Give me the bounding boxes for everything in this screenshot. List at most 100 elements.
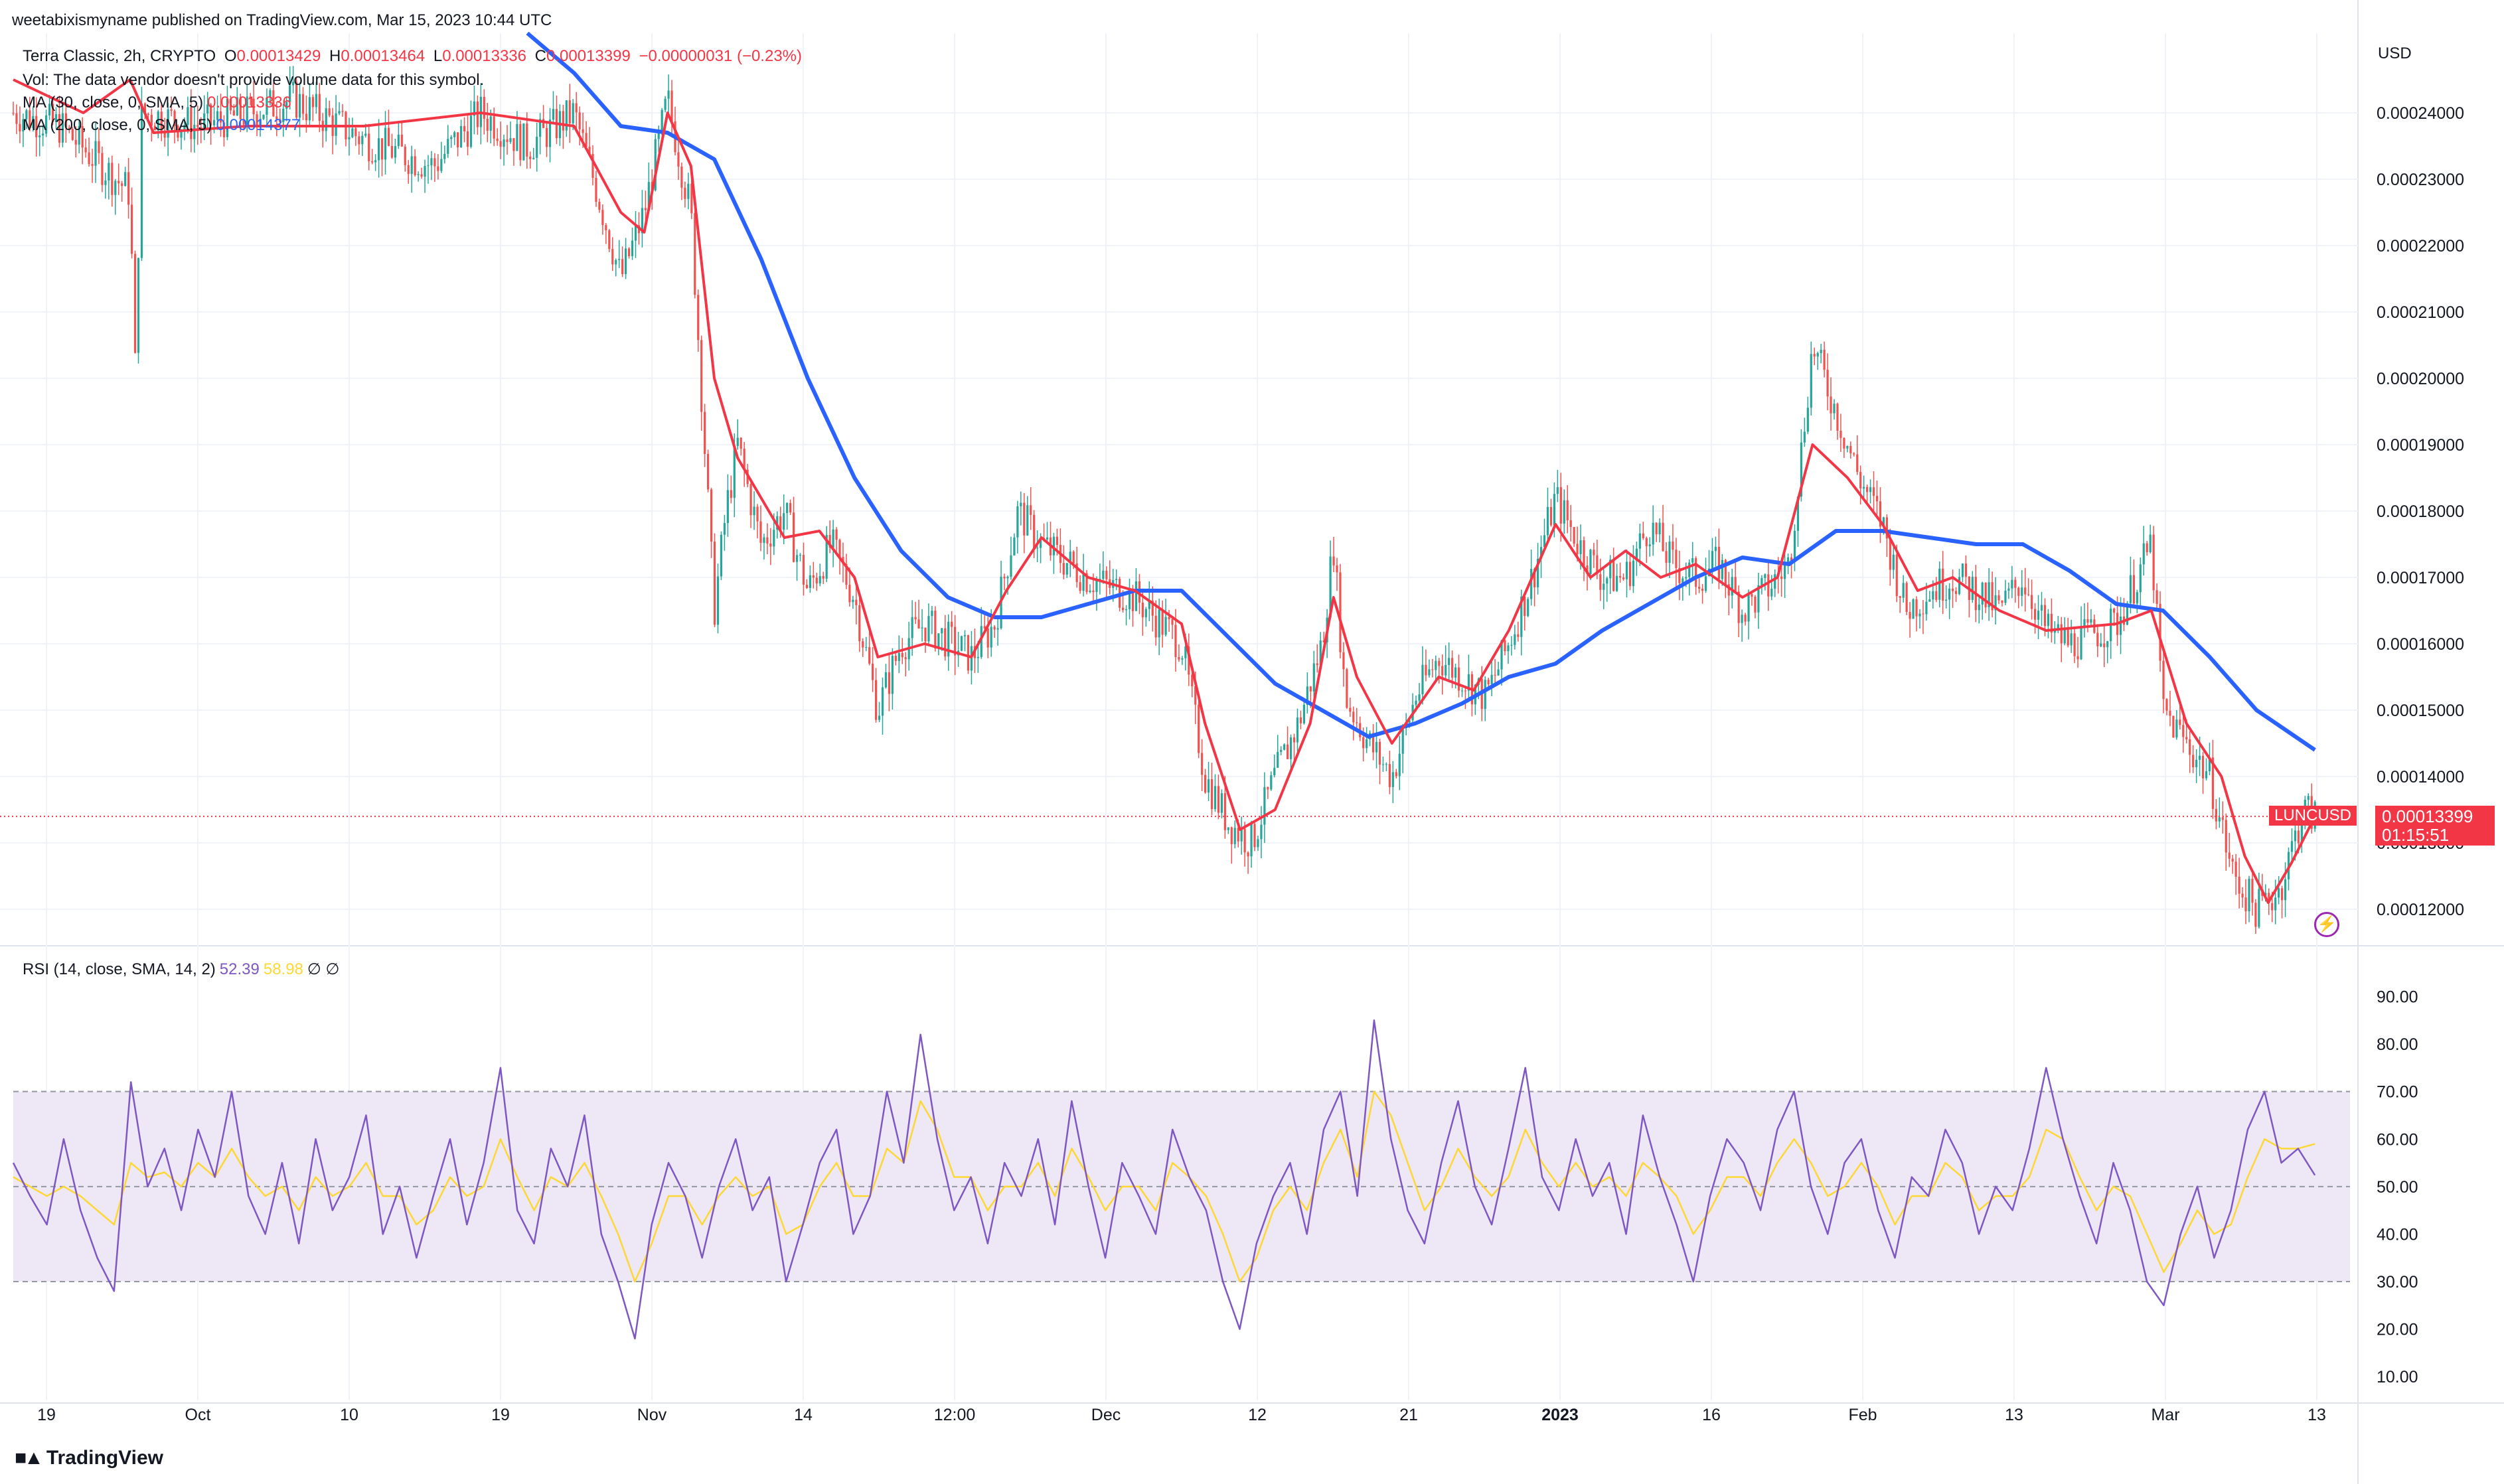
candle-body	[1144, 609, 1147, 618]
candle-body	[1846, 445, 1849, 449]
candle-body	[865, 647, 868, 648]
candle-body	[180, 129, 183, 138]
candle-body	[98, 141, 100, 153]
candle-body	[1441, 666, 1444, 676]
candle-body	[921, 627, 923, 629]
candle-body	[828, 534, 831, 548]
candle-body	[236, 97, 238, 115]
candle-body	[1016, 506, 1019, 538]
candle-body	[1178, 657, 1180, 660]
candle-body	[1586, 565, 1589, 575]
candle-body	[453, 132, 456, 137]
candle-body	[2251, 879, 2254, 903]
candle-body	[1075, 563, 1078, 583]
candle-body	[690, 183, 693, 214]
candle-body	[335, 113, 337, 136]
candle-body	[963, 634, 967, 636]
candle-body	[1092, 590, 1095, 593]
candle-body	[2162, 660, 2165, 700]
candle-body	[1628, 561, 1632, 587]
candle-body	[1346, 669, 1348, 708]
candle-body	[1869, 487, 1872, 492]
candle-body	[657, 131, 660, 139]
candle-body	[684, 187, 686, 199]
rsi-pane	[12, 1019, 2350, 1340]
candle-body	[1336, 565, 1338, 573]
candle-body	[680, 167, 683, 188]
tradingview-logo[interactable]: ■▲ TradingView	[15, 1447, 163, 1469]
candle-body	[2086, 619, 2089, 623]
candle-body	[1490, 674, 1493, 685]
symbol-title[interactable]: Terra Classic, 2h, CRYPTO	[23, 47, 216, 65]
candle-body	[1223, 793, 1226, 830]
candle-body	[2198, 755, 2201, 760]
candle-body	[51, 104, 54, 123]
candle-body	[440, 159, 443, 171]
candle-body	[219, 111, 222, 123]
candle-body	[631, 240, 634, 256]
candle-body	[212, 119, 216, 126]
candle-body	[1675, 550, 1678, 568]
candle-body	[1349, 707, 1352, 712]
candle-body	[634, 225, 637, 241]
candle-body	[1062, 563, 1065, 575]
candle-body	[32, 115, 35, 128]
candle-body	[246, 96, 248, 125]
candle-body	[898, 652, 900, 661]
candle-body	[266, 98, 268, 115]
candle-body	[2165, 699, 2168, 711]
ma200-legend[interactable]: MA (200, close, 0, SMA, 5) 0.00014377	[23, 116, 301, 134]
candle-body	[1003, 576, 1006, 579]
candle-body	[298, 94, 301, 118]
candle-body	[1184, 646, 1187, 658]
candle-body	[1711, 551, 1714, 569]
candle-body	[1751, 594, 1753, 597]
candle-body	[1302, 705, 1306, 723]
price-tick-label: 0.00019000	[2377, 436, 2464, 455]
ohlc-open: O0.00013429	[224, 47, 321, 65]
candle-body	[848, 585, 851, 603]
candle-body	[2047, 613, 2050, 627]
ma30-legend[interactable]: MA (30, close, 0, SMA, 5) 0.00013336	[23, 94, 291, 111]
candle-body	[15, 113, 18, 124]
candle-body	[1339, 572, 1342, 652]
candle-body	[1784, 564, 1786, 579]
candle-body	[759, 521, 762, 543]
candle-body	[545, 127, 548, 147]
candle-body	[1520, 596, 1523, 637]
lightning-icon[interactable]: ⚡	[2314, 912, 2339, 937]
candle-body	[667, 90, 670, 99]
candle-body	[941, 628, 943, 634]
candle-body	[2113, 609, 2116, 613]
candle-body	[2083, 619, 2086, 627]
candle-body	[1198, 704, 1200, 753]
candle-body	[625, 248, 627, 274]
candle-body	[1497, 669, 1500, 676]
candle-body	[210, 104, 212, 126]
candle-body	[196, 125, 199, 127]
candle-body	[872, 663, 874, 680]
candle-body	[855, 599, 858, 605]
brand-label: TradingView	[46, 1447, 163, 1469]
candle-body	[1210, 779, 1213, 810]
rsi-legend[interactable]: RSI (14, close, SMA, 14, 2) 52.39 58.98 ∅ ∅	[23, 960, 340, 978]
candle-body	[1928, 599, 1931, 602]
candle-body	[802, 555, 805, 585]
candle-body	[532, 157, 535, 159]
rsi-tick-label: 40.00	[2377, 1225, 2418, 1244]
candle-body	[2185, 737, 2188, 739]
candle-body	[2225, 820, 2227, 853]
candle-body	[1741, 615, 1743, 623]
candle-body	[661, 110, 663, 131]
candle-body	[1863, 486, 1865, 489]
candle-body	[1391, 772, 1394, 787]
candle-body	[1168, 617, 1170, 619]
candle-body	[977, 656, 979, 658]
candle-body	[226, 98, 229, 137]
candle-body	[670, 90, 673, 121]
candle-body	[206, 104, 209, 114]
candle-body	[1747, 594, 1750, 622]
time-tick-label: 10	[340, 1406, 358, 1424]
candle-body	[1691, 557, 1694, 563]
candle-body	[575, 103, 578, 113]
